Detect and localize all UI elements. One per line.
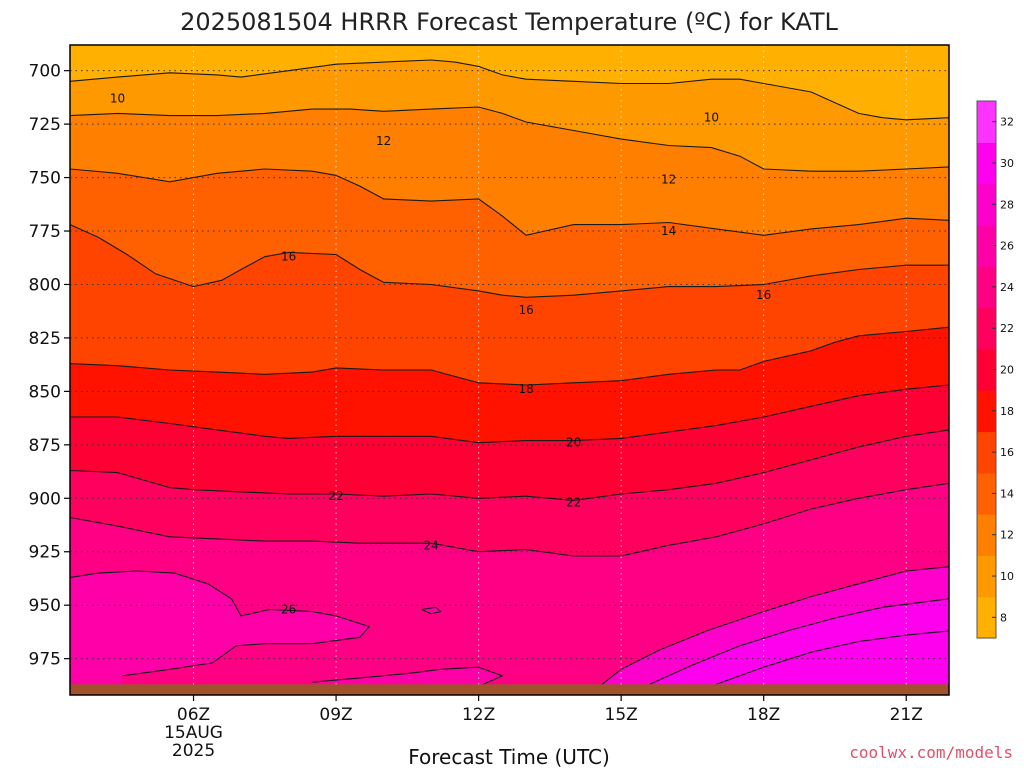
surface-ground xyxy=(70,684,949,695)
isotherm-label-10-1: 10 xyxy=(704,111,719,125)
isotherm-26-8 xyxy=(70,570,371,677)
x-tick-label-18Z: 18Z xyxy=(747,705,780,725)
isotherm-24-7 xyxy=(70,482,949,557)
source-credit: coolwx.com/models xyxy=(849,743,1013,762)
isotherm-label-14-0: 14 xyxy=(661,224,676,238)
colorbar-label-30: 30 xyxy=(1000,157,1014,170)
isotherm-22-6 xyxy=(70,429,949,501)
colorbar-swatch-8 xyxy=(977,266,996,309)
y-tick-label-850: 850 xyxy=(29,382,61,402)
colorbar-label-10: 10 xyxy=(1000,570,1014,583)
colorbar-swatch-2 xyxy=(977,514,996,556)
colorbar-swatch-11 xyxy=(977,142,996,185)
y-tick-label-875: 875 xyxy=(29,436,61,456)
x-tick-label-06Z: 06Z xyxy=(177,705,210,725)
colorbar-swatch-6 xyxy=(977,348,996,391)
isotherm-label-22-1: 22 xyxy=(566,496,581,510)
colorbar-swatch-3 xyxy=(977,472,996,515)
y-tick-label-825: 825 xyxy=(29,329,61,349)
x-tick-label-21Z: 21Z xyxy=(890,705,923,725)
isotherm-26-10 xyxy=(421,606,442,615)
colorbar-label-14: 14 xyxy=(1000,487,1014,500)
isotherm-32-13 xyxy=(716,630,949,685)
y-tick-label-900: 900 xyxy=(29,489,61,509)
isotherm-label-26-0: 26 xyxy=(281,603,296,617)
isotherm-label-12-1: 12 xyxy=(661,173,676,187)
colorbar-label-8: 8 xyxy=(1000,611,1007,624)
pocket-fill-26-0 xyxy=(70,571,370,695)
colorbar-label-28: 28 xyxy=(1000,198,1014,211)
temperature-fill-bands xyxy=(70,45,949,695)
isotherm-labels: 10 10 12 12 14 16 16 16 18 20 22 22 24 26 xyxy=(110,92,771,617)
colorbar-swatch-9 xyxy=(977,224,996,267)
colorbar-label-16: 16 xyxy=(1000,446,1014,459)
y-tick-label-775: 775 xyxy=(29,222,61,242)
plot-frame xyxy=(69,44,950,696)
colorbar-swatch-7 xyxy=(977,307,996,350)
colorbar-swatch-12 xyxy=(977,101,996,143)
isotherm-label-16-2: 16 xyxy=(756,288,771,302)
colorbar-swatch-4 xyxy=(977,431,996,474)
isotherm-16-3 xyxy=(70,224,949,298)
isotherm-label-10-0: 10 xyxy=(110,92,125,106)
isotherm-10-0 xyxy=(70,59,949,121)
isotherm-label-12-0: 12 xyxy=(376,134,391,148)
x-tick-label-09Z: 09Z xyxy=(319,705,352,725)
y-tick-label-975: 975 xyxy=(29,650,61,670)
y-tick-label-950: 950 xyxy=(29,596,61,616)
isotherm-28-11 xyxy=(601,566,949,685)
y-tick-label-750: 750 xyxy=(29,169,61,189)
y-axis-ticks: 700 725 750 775 800 825 850 875 900 925 950 975 xyxy=(29,62,70,670)
colorbar-label-18: 18 xyxy=(1000,405,1014,418)
isotherm-label-18-0: 18 xyxy=(518,382,533,396)
surface-band xyxy=(70,684,949,695)
grid-lines xyxy=(70,45,949,695)
colorbar-label-26: 26 xyxy=(1000,240,1014,253)
colorbar-swatch-1 xyxy=(977,555,996,598)
y-tick-label-700: 700 xyxy=(29,62,61,82)
x-axis-label: Forecast Time (UTC) xyxy=(408,745,610,768)
isotherm-label-24-0: 24 xyxy=(423,538,438,552)
colorbar-label-24: 24 xyxy=(1000,281,1014,294)
isotherm-18-4 xyxy=(70,326,949,386)
colorbar-label-20: 20 xyxy=(1000,364,1014,377)
isotherm-26-9 xyxy=(312,666,504,685)
colorbar-label-12: 12 xyxy=(1000,529,1014,542)
colorbar-swatch-5 xyxy=(977,390,996,433)
isotherm-12-1 xyxy=(70,106,949,172)
colorbar-label-32: 32 xyxy=(1000,116,1014,129)
colorbar-swatch-0 xyxy=(977,596,996,639)
colorbar-swatch-10 xyxy=(977,183,996,226)
colorbar-label-22: 22 xyxy=(1000,322,1014,335)
isotherm-14-2 xyxy=(70,168,949,236)
colorbar: 8 10 12 14 16 18 20 22 24 26 28 30 32 xyxy=(976,100,1014,639)
isotherm-lines xyxy=(70,59,949,685)
isotherm-label-16-0: 16 xyxy=(281,250,296,264)
x-tick-sublabel-1: 2025 xyxy=(172,741,215,761)
isotherm-label-20-0: 20 xyxy=(566,436,581,450)
y-tick-label-925: 925 xyxy=(29,543,61,563)
x-tick-sublabel-0: 15AUG xyxy=(164,723,223,743)
chart-title: 2025081504 HRRR Forecast Temperature (ºC… xyxy=(180,8,838,36)
isotherm-label-22-0: 22 xyxy=(328,489,343,503)
x-tick-label-12Z: 12Z xyxy=(462,705,495,725)
y-tick-label-725: 725 xyxy=(29,115,61,135)
isotherm-30-12 xyxy=(649,598,949,685)
y-tick-label-800: 800 xyxy=(29,275,61,295)
pocket-fill-32-5 xyxy=(716,630,949,695)
isotherm-20-5 xyxy=(70,384,949,444)
x-tick-label-15Z: 15Z xyxy=(605,705,638,725)
isotherm-label-16-1: 16 xyxy=(518,303,533,317)
